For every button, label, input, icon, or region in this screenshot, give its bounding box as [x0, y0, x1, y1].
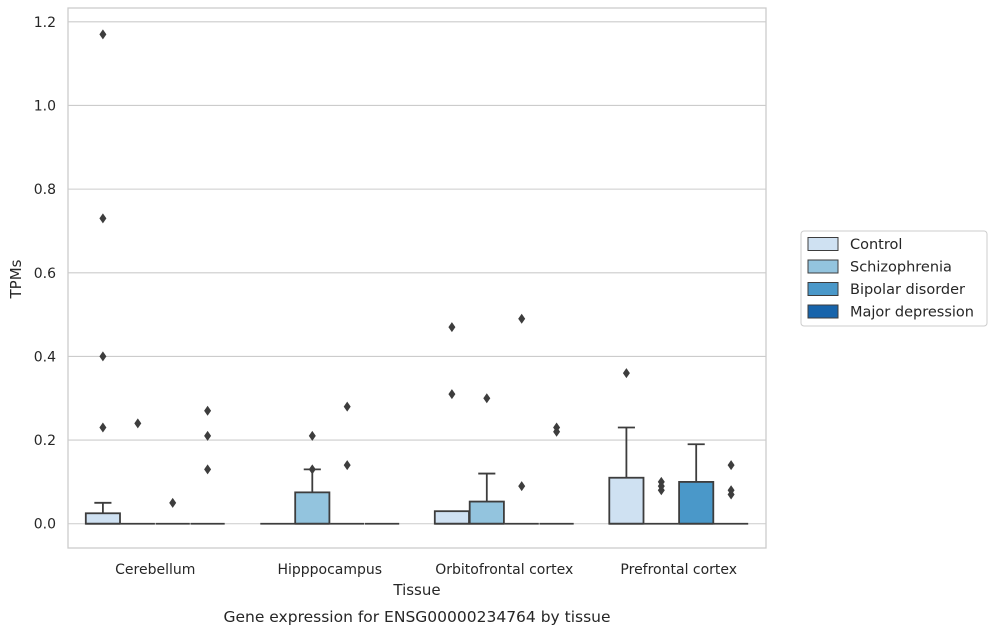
outlier-point	[99, 213, 107, 224]
box-bipolar-disorder-3	[678, 443, 715, 525]
y-tick-labels: 0.0 0.2 0.4 0.6 0.8 1.0 1.2	[34, 15, 56, 533]
outlier-point	[553, 426, 561, 437]
x-tick-labels: Cerebellum Hipppocampus Orbitofrontal cort…	[115, 562, 737, 578]
outlier-point	[204, 405, 212, 416]
legend-label: Major depression	[850, 305, 974, 321]
y-tick-label: 0.6	[34, 266, 56, 282]
outlier-point	[622, 368, 630, 379]
box	[433, 510, 470, 525]
outlier-point	[727, 460, 735, 471]
legend-swatch	[807, 259, 839, 274]
legend-label: Schizophrenia	[850, 260, 952, 276]
outlier-point	[518, 481, 526, 492]
box	[468, 500, 505, 525]
legend: Control Schizophrenia Bipolar disorder Majo…	[800, 230, 988, 327]
box-control-0	[84, 501, 121, 525]
outlier-point	[204, 464, 212, 475]
box-control-3	[608, 426, 645, 525]
box	[294, 491, 331, 525]
x-tick-label: Orbitofrontal cortex	[435, 562, 573, 578]
x-tick-label: Hipppocampus	[277, 562, 382, 578]
outlier-point	[448, 322, 456, 333]
y-tick-label: 1.0	[34, 98, 56, 114]
legend-label: Bipolar disorder	[850, 282, 965, 298]
outlier-point	[308, 430, 316, 441]
y-axis-title: TPMs	[7, 259, 25, 299]
x-tick-label: Cerebellum	[115, 562, 195, 578]
legend-swatch	[807, 304, 839, 319]
y-tick-label: 1.2	[34, 15, 56, 31]
outlier-point	[518, 313, 526, 324]
x-tick-label: Prefrontal cortex	[620, 562, 737, 578]
outlier-layer	[99, 29, 735, 508]
box-schizophrenia-2	[468, 472, 505, 525]
x-axis-title: Tissue	[392, 581, 440, 599]
outlier-point	[308, 464, 316, 475]
y-tick-label: 0.2	[34, 433, 56, 449]
outlier-point	[483, 393, 491, 404]
legend-swatch	[807, 282, 839, 296]
grid-layer	[68, 21, 766, 525]
legend-frame	[800, 230, 988, 327]
box-layer	[84, 426, 749, 525]
outlier-point	[99, 351, 107, 362]
outlier-point	[343, 401, 351, 412]
outlier-point	[169, 497, 177, 508]
outlier-point	[448, 389, 456, 400]
box	[678, 481, 715, 525]
box	[608, 476, 645, 525]
outlier-point	[657, 485, 665, 496]
outlier-point	[727, 489, 735, 500]
outlier-point	[99, 29, 107, 40]
chart-caption: Gene expression for ENSG00000234764 by t…	[223, 608, 610, 626]
outlier-point	[134, 418, 142, 429]
y-tick-label: 0.0	[34, 517, 56, 533]
outlier-point	[99, 422, 107, 433]
legend-label: Control	[850, 237, 902, 253]
y-tick-label: 0.8	[34, 182, 56, 198]
box-control-2	[433, 510, 470, 525]
plot-frame	[67, 7, 767, 549]
box	[84, 512, 121, 525]
outlier-point	[204, 430, 212, 441]
y-tick-label: 0.4	[34, 349, 56, 365]
box-schizophrenia-1	[294, 468, 331, 525]
outlier-point	[343, 460, 351, 471]
legend-swatch	[807, 237, 839, 251]
